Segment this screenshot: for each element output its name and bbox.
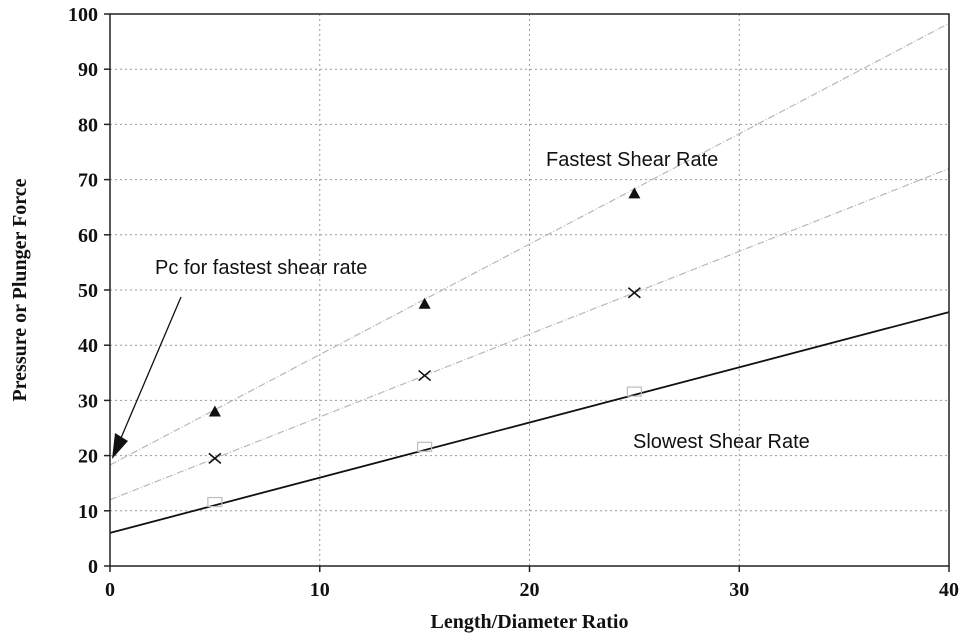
marker-triangle-0-0 [208, 405, 221, 417]
fit-lines [109, 22, 950, 534]
y-tick-label-20: 20 [78, 446, 98, 468]
y-tick-label-70: 70 [78, 170, 98, 192]
marker-square-2-1 [417, 441, 433, 452]
gridlines [110, 14, 949, 566]
y-tick-label-30: 30 [78, 390, 98, 412]
marker-x-1-1 [418, 369, 432, 382]
x-tick-label-10: 10 [310, 579, 330, 601]
y-tick-label-50: 50 [78, 280, 98, 302]
marker-triangle-0-2 [628, 187, 641, 199]
fit-line-2 [109, 311, 950, 534]
marker-triangle-0-1 [418, 297, 431, 309]
x-tick-label-40: 40 [939, 579, 959, 601]
marker-square-2-2 [626, 386, 642, 397]
x-tick-label-30: 30 [729, 579, 749, 601]
data-markers [207, 187, 642, 508]
marker-x-1-0 [208, 452, 222, 464]
marker-x-1-2 [627, 287, 641, 299]
x-tick-label-0: 0 [105, 579, 115, 601]
arrow-shaft [117, 296, 182, 446]
y-tick-label-0: 0 [88, 556, 98, 578]
annotation-arrow [112, 296, 182, 459]
annotation-fastest-shear-rate: Fastest Shear Rate [546, 149, 718, 171]
fit-line-0 [109, 22, 950, 466]
marker-square-2-0 [207, 496, 223, 508]
y-tick-label-100: 100 [68, 4, 98, 26]
annotation-pc-fastest: Pc for fastest shear rate [155, 257, 367, 279]
arrow-head [112, 432, 128, 459]
y-tick-label-90: 90 [78, 59, 98, 81]
y-tick-label-40: 40 [78, 335, 98, 357]
y-tick-label-60: 60 [78, 225, 98, 247]
y-axis-title: Pressure or Plunger Force [9, 178, 31, 401]
y-tick-label-10: 10 [78, 501, 98, 523]
fit-line-1 [109, 168, 950, 501]
tick-labels: 0 10 20 30 40 50 60 70 80 90 100 0 10 20 30 40 [68, 4, 959, 601]
annotation-slowest-shear-rate: Slowest Shear Rate [633, 431, 810, 453]
x-tick-label-20: 20 [520, 579, 540, 601]
x-axis-title: Length/Diameter Ratio [431, 611, 629, 633]
y-tick-label-80: 80 [78, 114, 98, 136]
